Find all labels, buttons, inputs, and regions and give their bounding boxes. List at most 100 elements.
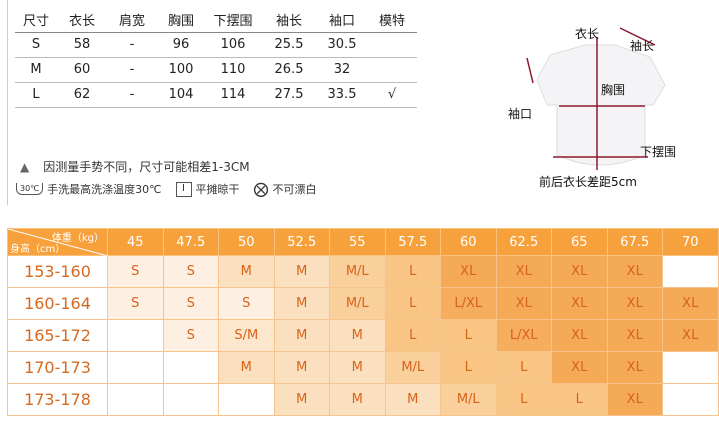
size-cell: S [162, 319, 219, 352]
column-header: 袖口 [317, 8, 367, 33]
height-range: 173-178 [7, 383, 108, 416]
column-header: 肩宽 [107, 8, 157, 33]
size-cell: XL [606, 351, 663, 384]
weight-header: 57.5 [384, 228, 441, 256]
weight-header: 50 [218, 228, 275, 256]
measurement-note: ▲ 因测量手势不同，尺寸可能相差1-3CM [20, 160, 250, 174]
label-length: 衣长 [575, 27, 600, 41]
label-chest: 胸围 [601, 83, 626, 97]
table-cell: 104 [157, 82, 205, 108]
size-cell: XL [606, 287, 663, 320]
dry-flat-icon: I [175, 181, 192, 197]
size-cell: L [495, 383, 552, 416]
size-cell: M/L [329, 255, 386, 288]
table-cell: 100 [157, 57, 205, 83]
table-cell: - [107, 32, 157, 58]
weight-header: 65 [551, 228, 608, 256]
size-cell: L [440, 351, 497, 384]
size-cell [662, 351, 719, 384]
table-row: 153-160 S S M M M/L L XL XL XL XL [7, 255, 719, 288]
size-cell: L [440, 319, 497, 352]
size-cell: M [218, 255, 275, 288]
table-row: 160-164 S S S M M/L L L/XL XL XL XL XL [7, 287, 719, 320]
size-cell [107, 351, 164, 384]
size-cell: L [384, 255, 441, 288]
divider [7, 0, 8, 205]
table-cell: 32 [317, 57, 367, 83]
size-cell: S/M [218, 319, 275, 352]
column-header: 下摆围 [205, 8, 261, 33]
shirt-icon [526, 27, 666, 170]
size-cell: L [551, 383, 608, 416]
size-cell: XL [662, 287, 719, 320]
table-cell: 110 [205, 57, 261, 83]
care-instructions: 30℃ 手洗最高洗涤温度30℃ I 平摊晾干 ⨂ 不可漂白 [16, 180, 317, 198]
triangle-icon: ▲ [20, 160, 30, 174]
table-cell [367, 32, 417, 58]
size-cell: M [273, 255, 330, 288]
size-cell: XL [551, 287, 608, 320]
size-cell: S [107, 255, 164, 288]
wash-30-icon: 30℃ [16, 183, 44, 195]
size-cell: XL [551, 351, 608, 384]
size-cell: XL [606, 383, 663, 416]
weight-header: 52.5 [273, 228, 330, 256]
weight-header: 55 [329, 228, 386, 256]
weight-header: 45 [107, 228, 164, 256]
size-cell: S [162, 287, 219, 320]
weight-header-row: 体重（kg） 身高（cm） 45 47.5 50 52.5 55 57.5 60 62.5 65 67… [7, 228, 719, 256]
table-row: M 60-100 110 26.5 32 [15, 57, 417, 83]
size-cell: XL [495, 287, 552, 320]
height-range: 170-173 [7, 351, 108, 384]
table-cell: 114 [205, 82, 261, 108]
table-cell: - [107, 57, 157, 83]
size-cell: XL [440, 255, 497, 288]
size-cell: M [273, 383, 330, 416]
size-cell: XL [606, 255, 663, 288]
weight-header: 60 [440, 228, 497, 256]
size-cell: S [162, 255, 219, 288]
table-header: 尺寸 衣长 肩宽 胸围 下摆围 袖长 袖口 模特 [15, 8, 417, 33]
size-cell: L [495, 351, 552, 384]
size-cell: M/L [440, 383, 497, 416]
size-cell [662, 383, 719, 416]
table-cell: 62 [57, 82, 107, 108]
size-cell: M/L [384, 351, 441, 384]
size-cell: XL [495, 255, 552, 288]
size-cell [662, 255, 719, 288]
table-cell: 27.5 [261, 82, 317, 108]
size-cell: M [329, 319, 386, 352]
size-cell: S [107, 287, 164, 320]
table-cell: L [15, 82, 57, 108]
table-row: S 58-96 106 25.5 30.5 [15, 32, 417, 58]
no-bleach-icon: ⨂ [253, 180, 269, 198]
table-cell: M [15, 57, 57, 83]
weight-header: 47.5 [162, 228, 219, 256]
table-cell: 96 [157, 32, 205, 58]
table-row: 173-178 M M M M/L L L XL [7, 383, 719, 416]
size-cell [107, 319, 164, 352]
table-cell: √ [367, 82, 417, 108]
size-cell [218, 383, 275, 416]
table-cell: - [107, 82, 157, 108]
size-cell: M [273, 351, 330, 384]
table-cell: 60 [57, 57, 107, 83]
size-cell: S [218, 287, 275, 320]
table-row: L 62-104 114 27.5 33.5 √ [15, 82, 417, 108]
column-header: 衣长 [57, 8, 107, 33]
size-cell: M [273, 287, 330, 320]
size-cell: M/L [329, 287, 386, 320]
corner-header: 体重（kg） 身高（cm） [7, 228, 108, 256]
table-cell: 26.5 [261, 57, 317, 83]
column-header: 尺寸 [15, 8, 57, 33]
table-cell: S [15, 32, 57, 58]
table-cell: 25.5 [261, 32, 317, 58]
size-cell: M [218, 351, 275, 384]
height-range: 153-160 [7, 255, 108, 288]
size-cell: L/XL [440, 287, 497, 320]
table-cell: 33.5 [317, 82, 367, 108]
height-label: 身高（cm） [10, 244, 66, 255]
weight-header: 70 [662, 228, 719, 256]
size-cell: L [384, 287, 441, 320]
size-cell [107, 383, 164, 416]
